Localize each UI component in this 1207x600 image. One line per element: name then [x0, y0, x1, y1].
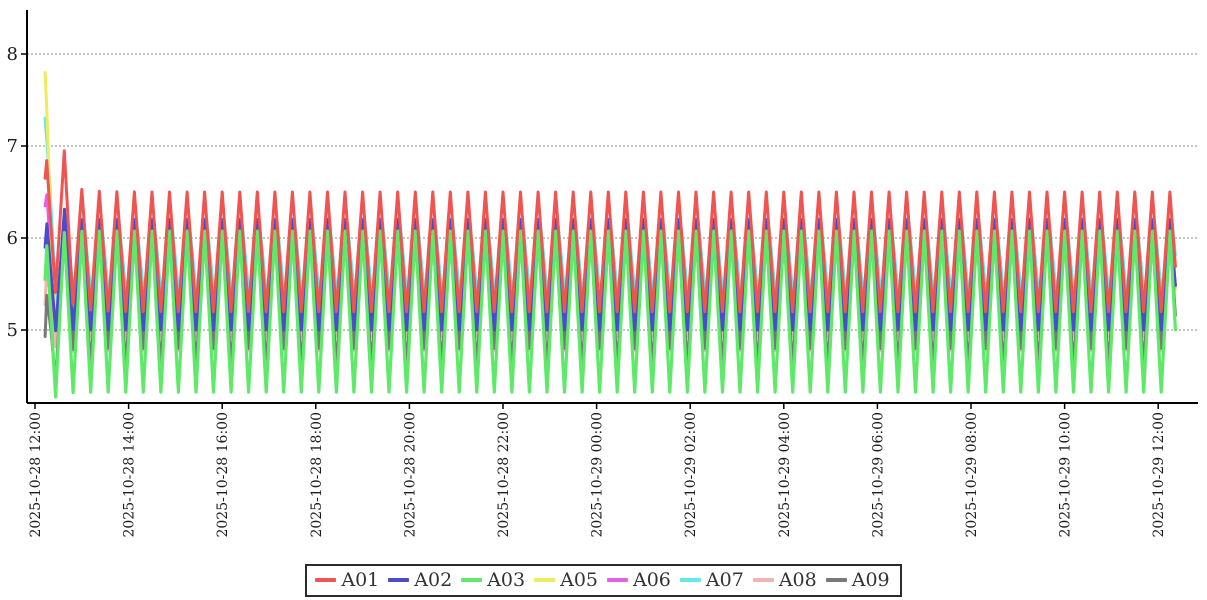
legend-label: A06 — [633, 569, 671, 591]
y-tick-label: 6 — [7, 228, 18, 249]
x-tick-label: 2025-10-29 12:00 — [1151, 412, 1167, 538]
series-A01-line — [43, 149, 1177, 314]
x-tick-label: 2025-10-29 08:00 — [964, 412, 980, 538]
legend-swatch-icon — [461, 578, 483, 582]
x-tick-label: 2025-10-29 00:00 — [590, 412, 606, 538]
y-tick-label: 7 — [7, 136, 18, 157]
legend-swatch-icon — [752, 578, 774, 582]
x-tick-label: 2025-10-28 16:00 — [215, 412, 231, 538]
legend-swatch-icon — [825, 578, 847, 582]
legend-item-A05: A05 — [534, 569, 598, 591]
legend-swatch-icon — [607, 578, 628, 582]
x-tick-label: 2025-10-28 20:00 — [402, 412, 418, 538]
legend-label: A09 — [851, 569, 890, 591]
legend-label: A01 — [341, 569, 380, 591]
legend-label: A02 — [414, 569, 453, 591]
x-tick-label: 2025-10-28 22:00 — [496, 412, 512, 538]
legend-box: A01 A02 A03 A05 A06 A07 A08 A09 — [305, 564, 902, 597]
x-axis-ticks: 2025-10-28 12:00 2025-10-28 14:00 2025-10-… — [28, 403, 1167, 538]
legend-item-A03: A03 — [461, 569, 525, 591]
x-tick-label: 2025-10-29 06:00 — [870, 412, 886, 538]
legend-item-A06: A06 — [607, 569, 671, 591]
legend-label: A03 — [487, 569, 526, 591]
legend-label: A07 — [705, 569, 744, 591]
y-tick-label: 8 — [7, 44, 18, 65]
y-axis-ticks: 5 6 7 8 — [7, 44, 27, 341]
series-lines — [43, 70, 1178, 399]
x-tick-label: 2025-10-28 18:00 — [309, 412, 325, 538]
x-tick-label: 2025-10-28 12:00 — [28, 412, 44, 538]
x-tick-label: 2025-10-29 02:00 — [683, 412, 699, 538]
x-tick-label: 2025-10-29 10:00 — [1058, 412, 1074, 538]
legend-item-A09: A09 — [825, 569, 890, 591]
series-A03-line — [43, 229, 1178, 399]
legend-swatch-icon — [315, 578, 337, 582]
legend-item-A01: A01 — [315, 569, 379, 591]
legend-item-A08: A08 — [752, 569, 817, 591]
legend-swatch-icon — [534, 578, 556, 582]
legend-label: A08 — [778, 569, 817, 591]
x-tick-label: 2025-10-29 04:00 — [777, 412, 793, 538]
chart-legend: A01 A02 A03 A05 A06 A07 A08 A09 — [0, 564, 1207, 597]
y-tick-label: 5 — [7, 320, 18, 341]
legend-label: A05 — [560, 569, 598, 591]
legend-item-A02: A02 — [388, 569, 452, 591]
legend-swatch-icon — [388, 578, 410, 582]
legend-swatch-icon — [679, 578, 701, 582]
legend-item-A07: A07 — [679, 569, 744, 591]
x-tick-label: 2025-10-28 14:00 — [122, 412, 138, 538]
